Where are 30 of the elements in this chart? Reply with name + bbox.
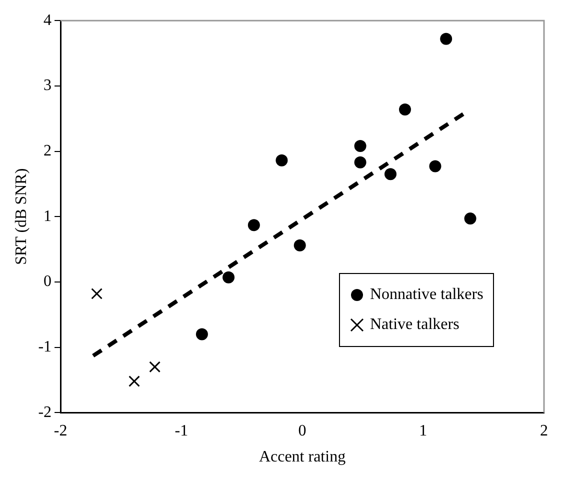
y-axis-title: SRT (dB SNR)	[12, 168, 30, 265]
y-tick-label: -1	[38, 338, 52, 356]
legend-label: Native talkers	[370, 314, 460, 335]
point	[91, 288, 102, 300]
x-tick-label: 2	[540, 422, 548, 440]
point	[429, 160, 442, 172]
y-tick-label: 3	[44, 77, 52, 94]
x-tick-label: -1	[174, 422, 188, 440]
point	[248, 219, 260, 232]
point	[399, 103, 411, 116]
point	[354, 140, 366, 152]
y-tick-label: 0	[44, 273, 52, 290]
y-tick-label: 1	[44, 208, 52, 225]
point	[384, 168, 396, 180]
point	[196, 328, 208, 340]
y-tick-label: -2	[38, 404, 52, 421]
point	[222, 271, 235, 284]
point	[440, 32, 452, 45]
point	[128, 376, 140, 387]
point	[294, 239, 306, 252]
x-tick-label: 0	[298, 422, 306, 440]
y-tick-label: 4	[44, 12, 52, 29]
point	[464, 212, 476, 225]
point	[354, 156, 366, 168]
point	[149, 361, 161, 373]
x-axis-title: Accent rating	[258, 448, 346, 466]
point	[276, 154, 288, 166]
x-tick-label: 1	[419, 422, 428, 440]
y-tick-label: 2	[44, 142, 52, 160]
legend-label: Nonnative talkers	[370, 284, 484, 305]
